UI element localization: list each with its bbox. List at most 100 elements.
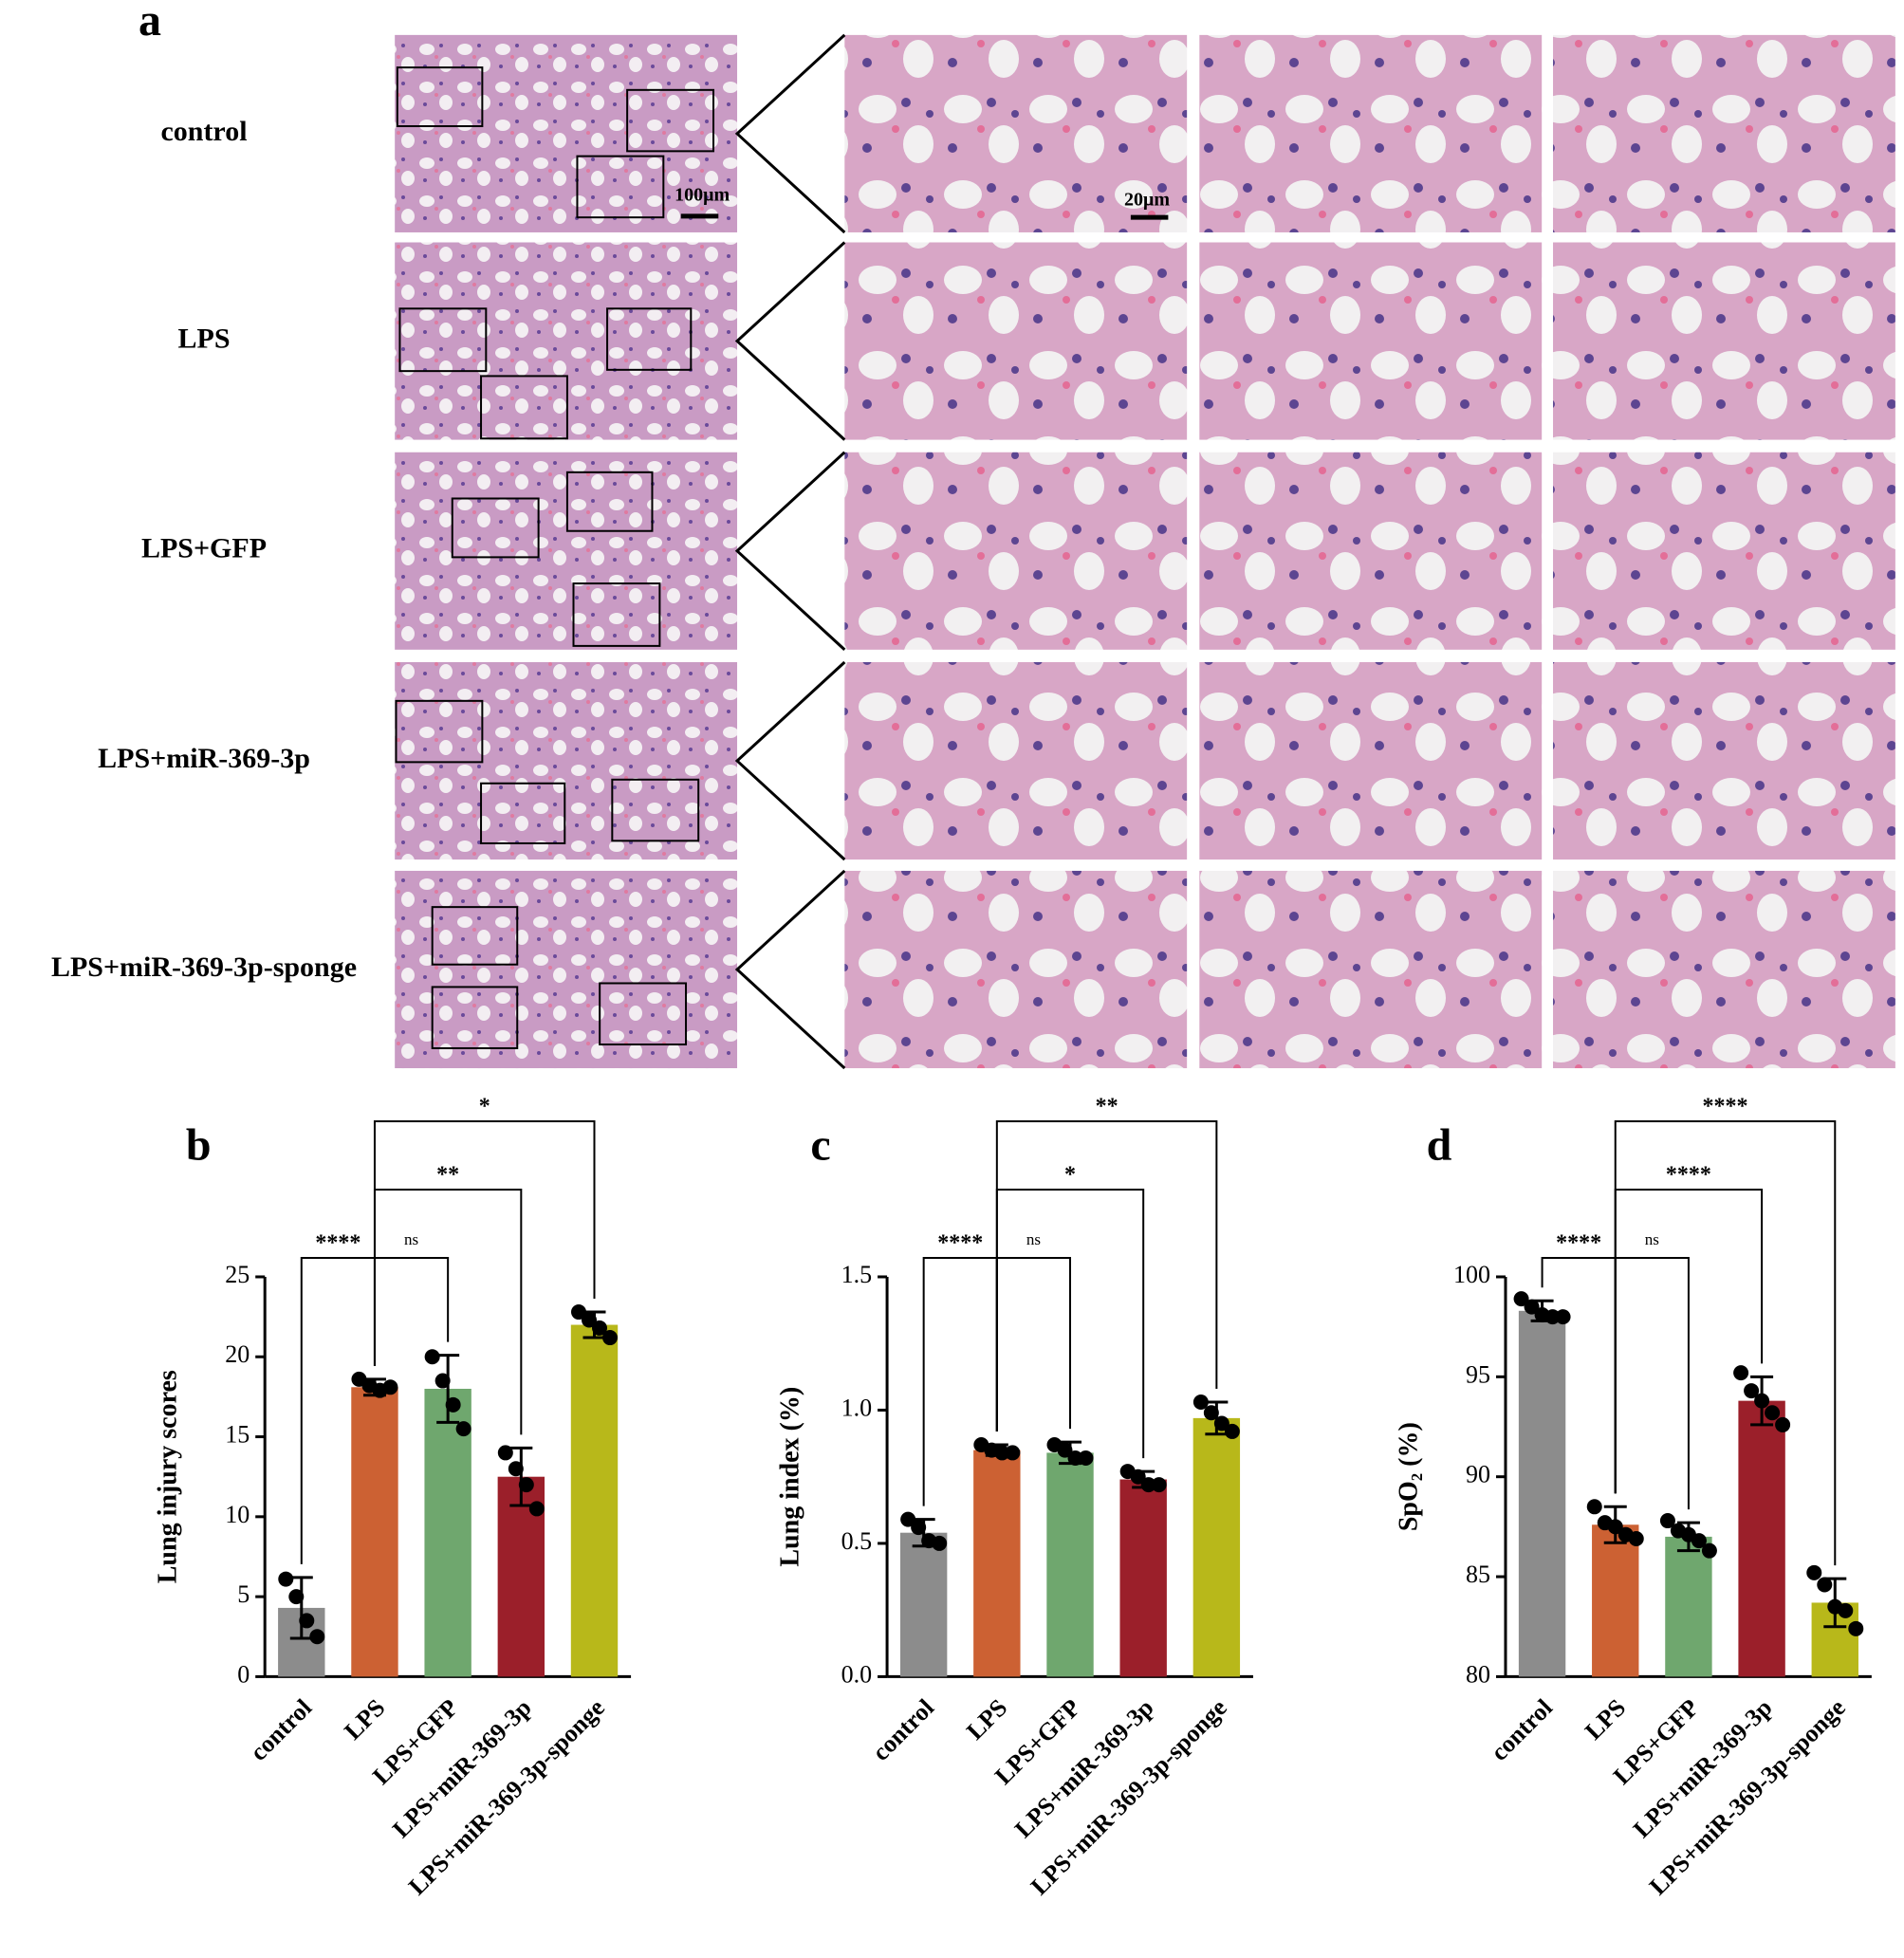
data-point bbox=[1213, 1415, 1229, 1432]
error-bar bbox=[436, 1354, 460, 1424]
bar bbox=[1665, 1536, 1712, 1677]
connector bbox=[734, 33, 846, 234]
data-point bbox=[434, 1373, 451, 1389]
scale-label: 100μm bbox=[675, 184, 730, 205]
zoom-image bbox=[1199, 870, 1543, 1069]
data-point bbox=[518, 1477, 534, 1493]
x-tick-label: control bbox=[867, 1693, 939, 1765]
significance-label: **** bbox=[937, 1230, 983, 1255]
data-point bbox=[1513, 1291, 1529, 1307]
data-point bbox=[1130, 1468, 1146, 1485]
y-tick-label: 15 bbox=[225, 1421, 250, 1449]
data-point bbox=[1733, 1365, 1749, 1381]
data-point bbox=[581, 1312, 597, 1328]
significance-label: * bbox=[1064, 1162, 1076, 1187]
region-box bbox=[599, 982, 688, 1046]
row-label: LPS bbox=[177, 323, 230, 354]
region-box bbox=[572, 582, 661, 647]
data-point bbox=[994, 1445, 1010, 1461]
significance-label: ns bbox=[1026, 1230, 1041, 1248]
zoom-image bbox=[1199, 242, 1543, 440]
zoom-image bbox=[844, 870, 1188, 1069]
region-box bbox=[626, 88, 715, 153]
data-point bbox=[278, 1571, 294, 1587]
row-label: control bbox=[160, 116, 247, 147]
error-bar bbox=[289, 1576, 313, 1640]
y-tick-label: 20 bbox=[225, 1340, 250, 1368]
data-point bbox=[497, 1445, 513, 1461]
bar bbox=[1119, 1479, 1167, 1677]
region-box bbox=[576, 155, 665, 219]
data-point bbox=[1659, 1513, 1675, 1529]
row-label: LPS+miR-369-3p bbox=[98, 743, 310, 774]
data-point bbox=[1586, 1499, 1602, 1515]
data-point bbox=[1607, 1519, 1623, 1535]
data-point bbox=[1701, 1542, 1717, 1559]
zoom-image bbox=[1553, 34, 1895, 232]
region-box bbox=[395, 699, 484, 764]
region-box bbox=[565, 471, 654, 532]
significance-label: ns bbox=[1645, 1230, 1659, 1248]
connector bbox=[734, 869, 846, 1070]
x-tick-label: LPS+miR-369-3p bbox=[1628, 1693, 1778, 1843]
data-point bbox=[1744, 1383, 1760, 1399]
bar bbox=[973, 1450, 1021, 1677]
data-point bbox=[1838, 1602, 1854, 1618]
y-tick-label: 100 bbox=[1453, 1261, 1490, 1288]
overview-image bbox=[395, 452, 738, 650]
data-point bbox=[1067, 1450, 1083, 1467]
data-point bbox=[455, 1421, 471, 1437]
data-point bbox=[1192, 1395, 1209, 1411]
y-tick-label: 80 bbox=[1466, 1660, 1490, 1688]
zoom-image bbox=[1553, 452, 1895, 650]
x-tick-label: LPS+miR-369-3p bbox=[387, 1693, 537, 1843]
zoom-image bbox=[844, 242, 1188, 440]
significance-label: * bbox=[479, 1094, 490, 1118]
zoom-image bbox=[1553, 662, 1895, 860]
significance-label: **** bbox=[315, 1230, 360, 1255]
zoom-image bbox=[1199, 662, 1543, 860]
bar bbox=[424, 1388, 471, 1677]
significance-bracket bbox=[1614, 1256, 1690, 1510]
x-tick-label: LPS+miR-369-3p bbox=[1009, 1693, 1159, 1843]
significance-bracket bbox=[373, 1119, 596, 1366]
error-bar bbox=[509, 1446, 533, 1507]
bar bbox=[570, 1324, 619, 1677]
data-point bbox=[1057, 1442, 1073, 1458]
zoom-image bbox=[1553, 870, 1895, 1069]
y-tick-label: 95 bbox=[1466, 1360, 1490, 1388]
data-point bbox=[1203, 1405, 1219, 1421]
overview-image bbox=[395, 242, 738, 440]
y-tick-label: 0.0 bbox=[841, 1660, 873, 1688]
data-point bbox=[1078, 1450, 1094, 1467]
region-box bbox=[606, 307, 693, 371]
bar bbox=[1192, 1417, 1241, 1677]
bar bbox=[1518, 1310, 1566, 1677]
data-point bbox=[1754, 1393, 1770, 1409]
data-point bbox=[1817, 1577, 1833, 1593]
region-box bbox=[396, 66, 484, 128]
data-point bbox=[601, 1330, 618, 1346]
y-tick-label: 25 bbox=[225, 1261, 250, 1288]
x-tick-label: LPS bbox=[1580, 1693, 1631, 1745]
x-tick-label: control bbox=[1486, 1693, 1558, 1765]
data-point bbox=[591, 1320, 607, 1336]
significance-label: ns bbox=[404, 1230, 418, 1248]
data-point bbox=[1555, 1309, 1571, 1325]
data-point bbox=[932, 1535, 948, 1551]
data-point bbox=[508, 1461, 524, 1477]
row-label: LPS+GFP bbox=[141, 533, 267, 564]
data-point bbox=[1628, 1531, 1644, 1547]
region-box bbox=[398, 307, 488, 373]
panel-label: c bbox=[810, 1120, 830, 1171]
significance-bracket bbox=[1614, 1119, 1837, 1566]
bar bbox=[1046, 1452, 1094, 1677]
zoom-image bbox=[1553, 242, 1895, 440]
data-point bbox=[900, 1511, 916, 1527]
region-box bbox=[431, 906, 519, 966]
data-point bbox=[445, 1396, 461, 1413]
y-axis-label: Lung injury scores bbox=[154, 1370, 183, 1583]
x-tick-label: LPS bbox=[961, 1693, 1012, 1745]
y-axis-label: Lung index (%) bbox=[775, 1387, 804, 1567]
